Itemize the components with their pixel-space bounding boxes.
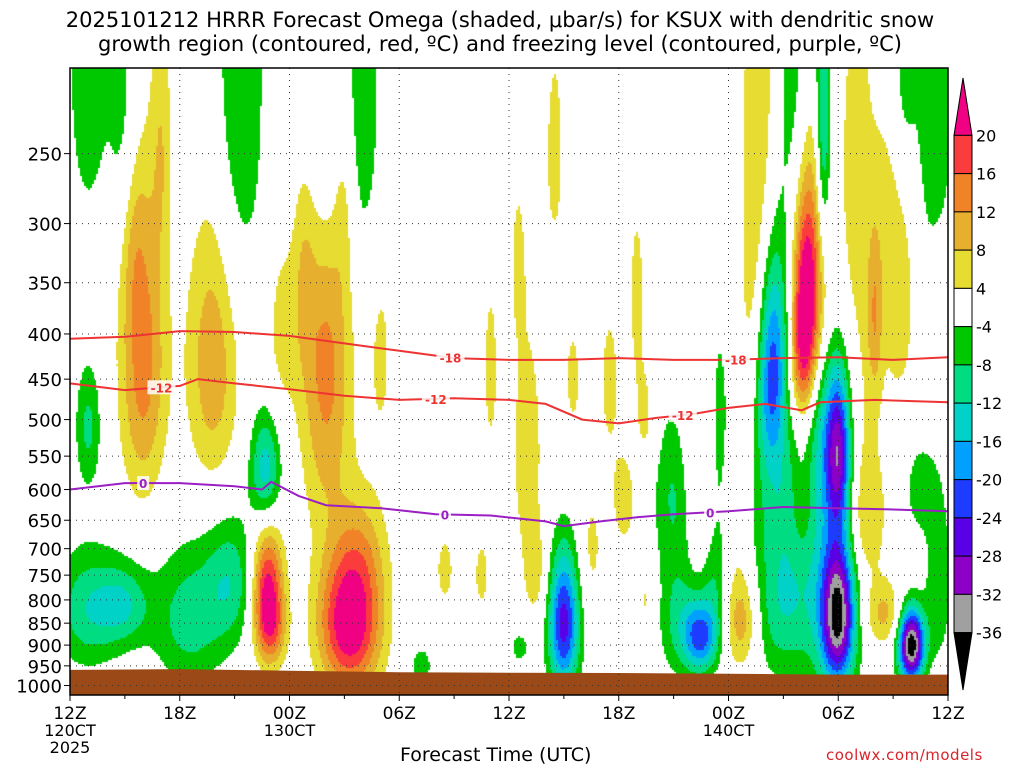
x-tick-label: 12Z [53, 704, 86, 724]
contour-label-bg [137, 476, 150, 491]
contour-label-bg [704, 505, 717, 520]
contour-label-bg [421, 391, 450, 406]
x-tick-label: 18Z [602, 704, 635, 724]
y-tick-label: 500 [28, 411, 62, 432]
contour--18 [69, 330, 949, 361]
source-credit: coolwx.com/models [826, 746, 983, 764]
x-tick-label: 12Z [931, 704, 964, 724]
y-tick-label: 550 [28, 447, 62, 468]
x-tick-sublabel: 2025 [50, 738, 91, 757]
colorbar-label: -12 [976, 394, 1002, 413]
y-tick-label: 850 [28, 614, 62, 635]
contour-0 [69, 480, 949, 528]
colorbar-segment [953, 134, 973, 175]
x-tick-label: 18Z [163, 704, 196, 724]
y-tick-label: 700 [28, 540, 62, 561]
y-tick-label: 350 [28, 274, 62, 295]
colorbar-segment [953, 479, 973, 519]
omega-shading [70, 68, 948, 695]
colorbar-segment [953, 287, 973, 328]
colorbar-segment [953, 211, 973, 251]
x-tick-label: 12Z [492, 704, 525, 724]
x-axis-title: Forecast Time (UTC) [400, 744, 592, 766]
contour-label-bg [438, 507, 451, 522]
colorbar-segment [953, 402, 973, 442]
y-tick-label: 750 [28, 566, 62, 587]
x-tick-label: 00Z [712, 704, 745, 724]
y-tick-label: 900 [28, 636, 62, 657]
contour-label-bg [668, 408, 697, 423]
y-tick-label: 800 [28, 591, 62, 612]
y-tick-label: 450 [28, 370, 62, 391]
y-tick-label: 1000 [16, 677, 62, 698]
colorbar-label: -8 [976, 356, 992, 375]
contour-label: -12 [672, 409, 694, 423]
colorbar-label: -36 [976, 624, 1002, 643]
chart-title-line1: 2025101212 HRRR Forecast Omega (shaded, … [65, 8, 935, 32]
contour-label: -12 [151, 381, 173, 395]
ground-surface [70, 669, 948, 695]
x-tick-label: 06Z [383, 704, 416, 724]
contour-label-bg [436, 350, 465, 365]
contour--12 [69, 378, 949, 425]
colorbar-segment [953, 77, 973, 136]
colorbar-segment [953, 632, 973, 691]
colorbar-label: -24 [976, 509, 1002, 528]
y-tick-label: 300 [28, 215, 62, 236]
colorbar-label: -16 [976, 432, 1002, 451]
x-tick-sublabel: 130CT [264, 721, 316, 740]
y-tick-label: 400 [28, 325, 62, 346]
contour-label: 0 [441, 508, 449, 522]
colorbar-segment [953, 517, 973, 557]
colorbar-label: -4 [976, 318, 992, 337]
contour-label: 0 [706, 506, 714, 520]
colorbar-label: 16 [976, 165, 996, 184]
x-tick-sublabel: 140CT [703, 721, 755, 740]
contour-label-bg [721, 352, 750, 367]
colorbar-segment [953, 593, 973, 634]
x-tick-label: 00Z [273, 704, 306, 724]
contour-label: -18 [725, 354, 747, 368]
colorbar-segment [953, 326, 973, 366]
colorbar-label: -28 [976, 547, 1002, 566]
contour-label: -18 [440, 352, 462, 366]
y-tick-label: 650 [28, 511, 62, 532]
colorbar-segment [953, 364, 973, 404]
colorbar-segment [953, 173, 973, 213]
colorbar-segment [953, 440, 973, 481]
contour-label: -12 [425, 393, 447, 407]
colorbar-label: -32 [976, 585, 1002, 604]
colorbar-label: 12 [976, 203, 996, 222]
colorbar-label: 20 [976, 126, 996, 145]
colorbar-segment [953, 555, 973, 595]
y-tick-label: 600 [28, 481, 62, 502]
colorbar-label: -20 [976, 471, 1002, 490]
contour-label: 0 [139, 477, 147, 491]
colorbar-label: 8 [976, 241, 986, 260]
colorbar-label: 4 [976, 279, 986, 298]
x-tick-sublabel: 120CT [44, 721, 96, 740]
colorbar-segment [953, 249, 973, 289]
contour-label-bg [147, 380, 176, 395]
y-tick-label: 950 [28, 657, 62, 678]
x-tick-label: 06Z [822, 704, 855, 724]
y-tick-label: 250 [28, 145, 62, 166]
chart-title-line2: growth region (contoured, red, ºC) and f… [98, 32, 902, 56]
